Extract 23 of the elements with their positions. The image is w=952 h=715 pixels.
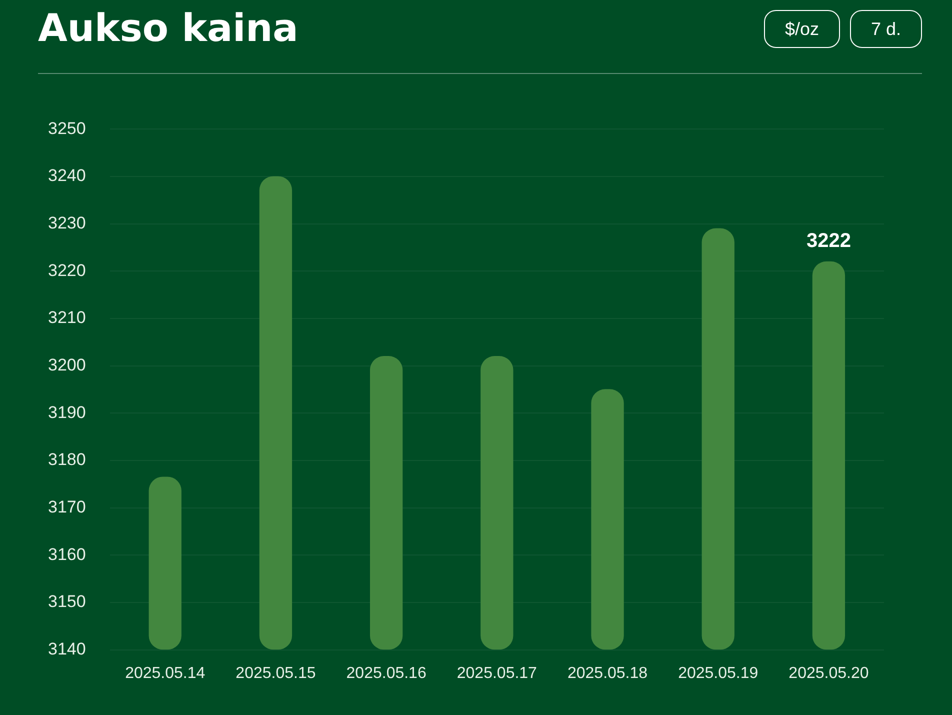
x-tick-label: 2025.05.16: [346, 664, 426, 682]
chart-title: Aukso kaina: [38, 6, 298, 50]
y-tick-label: 3210: [48, 308, 86, 328]
y-tick-label: 3160: [48, 544, 86, 564]
x-tick-label: 2025.05.17: [456, 664, 538, 682]
y-tick-label: 3200: [48, 356, 86, 375]
text: 7 d.: [850, 10, 922, 48]
y-tick-label: 3180: [48, 450, 86, 470]
x-tick-label: 2025.05.20: [788, 664, 869, 682]
y-tick-label: 3250: [48, 118, 86, 138]
x-tick-label: 2025.05.14: [125, 664, 206, 682]
x-tick-label: 2025.05.18: [567, 664, 648, 682]
text: $/oz: [764, 10, 840, 48]
x-tick-label: 2025.05.19: [678, 664, 758, 682]
y-tick-label: 3170: [48, 498, 86, 517]
y-tick-label: 3190: [48, 402, 86, 422]
y-tick-label: 3220: [48, 260, 86, 280]
data-label: 3222: [806, 230, 851, 252]
y-tick-label: 3230: [48, 214, 86, 233]
x-tick-label: 2025.05.15: [236, 664, 316, 682]
y-tick-label: 3150: [48, 592, 86, 612]
y-tick-label: 3240: [48, 166, 86, 186]
y-tick-label: 3140: [48, 639, 86, 658]
